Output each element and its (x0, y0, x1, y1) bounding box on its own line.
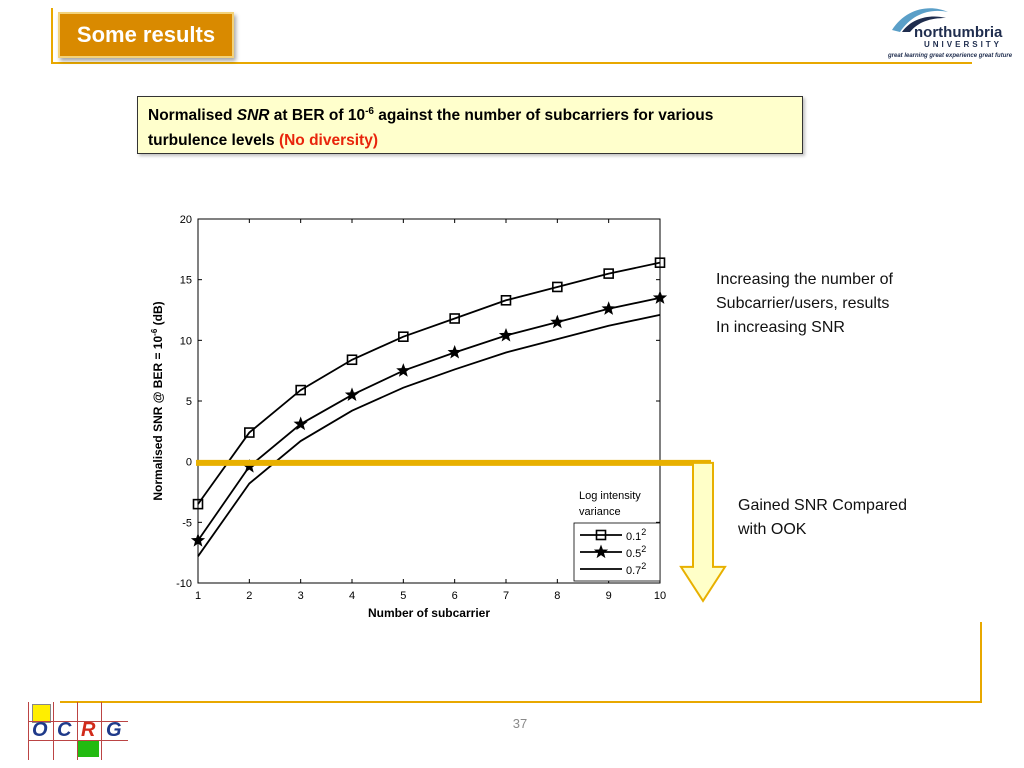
logo-grid-line (28, 702, 29, 760)
star-marker (447, 344, 462, 359)
logo-letter: C (57, 719, 72, 741)
caption-part2: at BER of 10 (269, 107, 366, 124)
note-gained-snr: Gained SNR Compared with OOK (738, 494, 958, 542)
caption-part3: against the number of subcarriers for va… (148, 107, 714, 149)
note1-line: Subcarrier/users, results (716, 295, 890, 312)
star-marker (498, 327, 514, 342)
logo-grid-line (77, 702, 78, 760)
star-marker (190, 533, 206, 547)
y-axis-label-exp: -6 (150, 328, 159, 336)
note1-line: In increasing SNR (716, 319, 845, 336)
slide-title: Some results (76, 22, 216, 47)
caption-snr: SNR (236, 107, 270, 124)
x-tick-label: 8 (554, 590, 560, 602)
caption-exponent: -6 (365, 105, 374, 117)
header-left-rule (51, 8, 53, 64)
footer-right-rule (980, 622, 982, 703)
x-tick-label: 1 (195, 590, 201, 602)
star-marker (293, 416, 308, 431)
legend-label: 0.52 (626, 544, 646, 560)
x-tick-label: 5 (400, 590, 406, 602)
square-marker (603, 268, 614, 279)
y-tick-label: 0 (186, 457, 192, 469)
logo-tagline: great learning great experience great fu… (888, 53, 1013, 59)
x-axis-label: Number of subcarrier (368, 606, 490, 620)
square-marker (398, 331, 409, 342)
note-increasing-snr: Increasing the number of Subcarrier/user… (716, 268, 956, 340)
y-tick-label: 20 (180, 214, 192, 226)
caption-highlight: (No diversity) (278, 132, 379, 149)
axis-ticks: 1 2 3 4 5 6 7 8 9 10 -10 -5 0 5 10 15 20 (176, 214, 666, 602)
y-axis-label: Normalised SNR @ BER = 10-6 (dB) (150, 301, 165, 500)
star-marker (344, 387, 360, 401)
note2-line: Gained SNR Compared (738, 497, 907, 514)
legend-title: variance (579, 506, 621, 518)
square-marker (346, 354, 358, 366)
x-tick-label: 6 (452, 590, 458, 602)
square-marker (192, 498, 204, 510)
legend-label: 0.12 (626, 527, 646, 543)
header-rule (51, 62, 972, 64)
slide-title-box: Some results (58, 12, 234, 58)
footer-rule (60, 701, 982, 703)
note2-line: with OOK (738, 521, 807, 538)
legend-label-exp: 2 (641, 527, 646, 537)
square-marker (295, 384, 306, 396)
y-tick-label: 15 (180, 275, 192, 287)
y-tick-label: -10 (176, 578, 192, 590)
square-marker (500, 294, 512, 306)
star-marker (550, 314, 565, 329)
x-tick-label: 9 (606, 590, 612, 602)
legend-label-exp: 2 (641, 544, 646, 554)
figure-caption: Normalised SNR at BER of 10-6 against th… (137, 96, 803, 154)
y-tick-label: 5 (186, 396, 192, 408)
northumbria-logo: northumbria UNIVERSITY great learning gr… (884, 2, 1022, 64)
series-line-1 (197, 261, 661, 505)
legend-title: Log intensity (579, 490, 641, 502)
y-axis-label-unit: (dB) (151, 301, 165, 328)
note1-line: Increasing the number of (716, 271, 893, 288)
logo-letter: O (32, 719, 48, 741)
y-axis-label-main: Normalised SNR @ BER = 10 (151, 336, 165, 501)
square-marker (552, 281, 563, 293)
x-tick-label: 2 (246, 590, 252, 602)
series-line-2 (197, 296, 661, 542)
annotation-group (196, 459, 727, 603)
logo-grid-line (101, 702, 102, 760)
page-number: 37 (512, 716, 528, 731)
legend-label-exp: 2 (641, 561, 646, 571)
y-tick-label: 10 (180, 335, 192, 347)
square-marker (244, 427, 255, 438)
logo-grid-line (28, 721, 128, 722)
logo-university: UNIVERSITY (924, 40, 1003, 49)
x-tick-label: 10 (654, 590, 666, 602)
star-marker (652, 290, 668, 304)
square-marker (654, 257, 666, 268)
gain-arrow (679, 461, 727, 603)
logo-letter: R (81, 719, 96, 741)
snr-chart: 1 2 3 4 5 6 7 8 9 10 -10 -5 0 5 10 15 20 Number of subca… (150, 214, 727, 620)
x-tick-label: 3 (298, 590, 304, 602)
square-marker (449, 313, 460, 324)
logo-yellow-square (32, 704, 51, 723)
legend: Log intensity variance 0.120.520.72 (573, 490, 661, 582)
x-tick-label: 4 (349, 590, 355, 602)
ocrg-logo: O C R G (28, 702, 132, 762)
logo-swoosh-icon (892, 8, 948, 32)
star-marker (601, 301, 616, 315)
x-tick-label: 7 (503, 590, 509, 602)
logo-green-square (78, 740, 99, 757)
star-marker (593, 544, 609, 559)
logo-grid-line (28, 740, 128, 741)
y-tick-label: -5 (182, 517, 192, 529)
square-marker (595, 529, 607, 541)
legend-label: 0.72 (626, 561, 646, 577)
star-marker (396, 363, 411, 377)
logo-letter: G (106, 719, 122, 741)
logo-name: northumbria (914, 24, 1003, 41)
caption-part1: Normalised (148, 107, 237, 124)
logo-grid-line (53, 702, 54, 760)
